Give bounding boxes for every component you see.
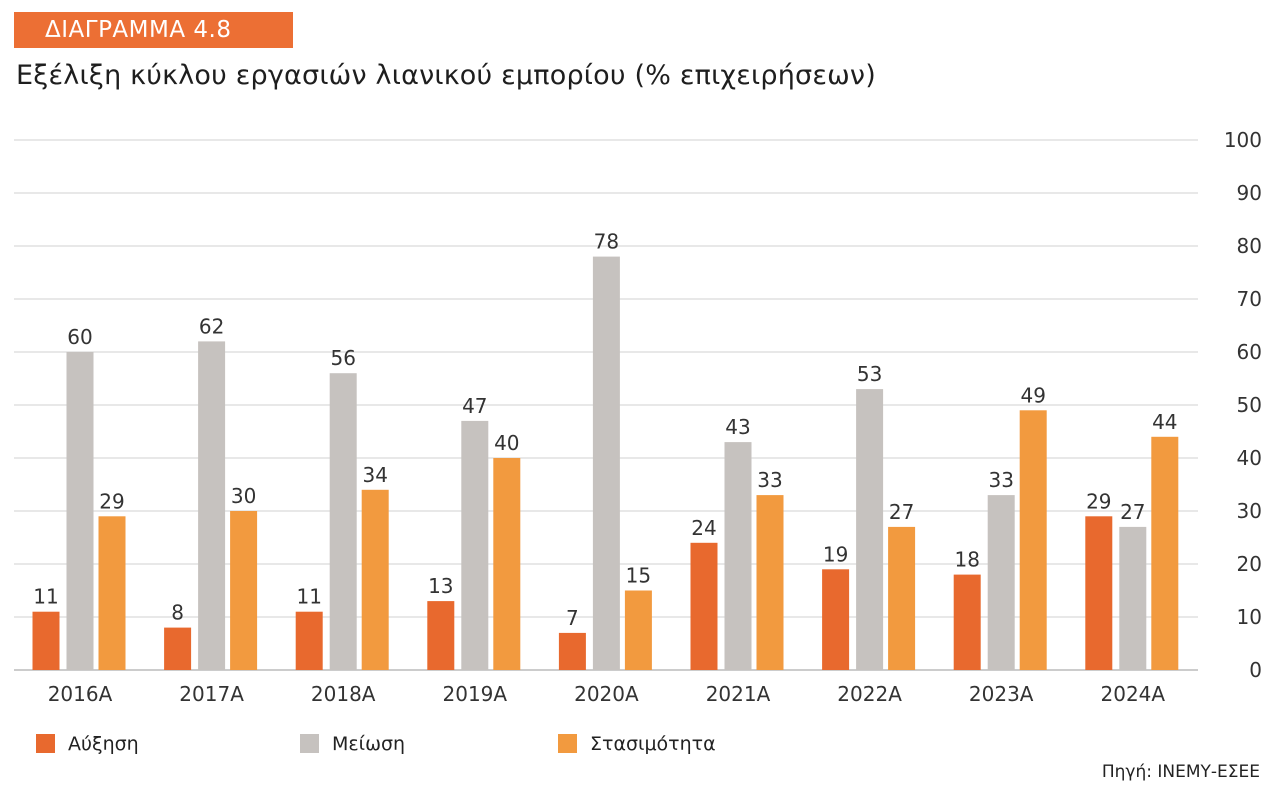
y-tick-label: 50: [1237, 393, 1262, 417]
data-label: 33: [757, 468, 782, 492]
source-note: Πηγή: ΙΝΕΜΥ-ΕΣΕΕ: [1101, 762, 1260, 782]
data-label: 40: [494, 431, 519, 455]
bar: [32, 611, 60, 670]
data-label: 11: [33, 585, 58, 609]
category-label: 2020Α: [574, 682, 639, 706]
y-tick-label: 40: [1237, 446, 1262, 470]
data-label: 7: [566, 606, 579, 630]
category-label: 2016Α: [48, 682, 113, 706]
data-label: 8: [171, 601, 184, 625]
legend-label-decrease: Μείωση: [332, 733, 406, 755]
data-label: 11: [296, 585, 321, 609]
bar: [822, 569, 850, 670]
bar: [1119, 526, 1147, 670]
y-tick-label: 30: [1237, 499, 1262, 523]
data-label: 19: [823, 542, 848, 566]
legend-swatch-decrease: [300, 734, 319, 753]
bar: [558, 632, 586, 670]
bar: [361, 489, 389, 670]
legend-label-stagnation: Στασιμότητα: [590, 733, 716, 755]
data-label: 30: [231, 484, 256, 508]
bar: [592, 256, 620, 670]
data-label: 56: [330, 346, 355, 370]
data-label: 29: [1086, 489, 1111, 513]
y-tick-label: 20: [1237, 552, 1262, 576]
bar: [888, 526, 916, 670]
y-tick-label: 80: [1237, 234, 1262, 258]
data-label: 29: [99, 489, 124, 513]
category-label: 2022Α: [837, 682, 902, 706]
category-label: 2024Α: [1101, 682, 1166, 706]
bar: [230, 511, 258, 670]
legend-label-increase: Αύξηση: [68, 733, 139, 755]
bar: [724, 442, 752, 670]
y-tick-label: 70: [1237, 287, 1262, 311]
chart-number-badge: ΔΙΑΓΡΑΜΜΑ 4.8: [14, 12, 293, 48]
bar: [624, 590, 652, 670]
category-label: 2021Α: [706, 682, 771, 706]
data-label: 60: [67, 325, 92, 349]
bar: [690, 542, 718, 670]
bar: [953, 574, 981, 670]
bar: [98, 516, 126, 670]
bar: [295, 611, 323, 670]
bar: [756, 495, 784, 670]
y-tick-label: 0: [1249, 658, 1262, 682]
data-label: 49: [1020, 383, 1045, 407]
y-tick-label: 100: [1224, 128, 1262, 152]
y-tick-label: 10: [1237, 605, 1262, 629]
bar: [164, 627, 192, 670]
bar: [493, 458, 521, 670]
data-label: 27: [1120, 500, 1145, 524]
legend-swatch-increase: [36, 734, 55, 753]
category-label: 2017Α: [179, 682, 244, 706]
bar: [987, 495, 1015, 670]
y-tick-label: 60: [1237, 340, 1262, 364]
bar: [329, 373, 357, 670]
y-tick-label: 90: [1237, 181, 1262, 205]
data-label: 43: [725, 415, 750, 439]
category-label: 2019Α: [443, 682, 508, 706]
bar: [461, 420, 489, 670]
data-label: 24: [691, 516, 716, 540]
data-label: 33: [988, 468, 1013, 492]
data-label: 47: [462, 394, 487, 418]
category-label: 2023Α: [969, 682, 1034, 706]
bar: [1019, 410, 1047, 670]
bar: [427, 601, 455, 670]
data-label: 34: [362, 463, 387, 487]
bar: [198, 341, 226, 670]
bar: [1151, 436, 1179, 670]
data-label: 78: [594, 230, 619, 254]
bar: [66, 352, 94, 670]
data-label: 53: [857, 362, 882, 386]
category-label: 2018Α: [311, 682, 376, 706]
chart-title: Εξέλιξη κύκλου εργασιών λιανικού εμπορίο…: [16, 60, 876, 91]
data-label: 15: [626, 564, 651, 588]
bar: [1085, 516, 1113, 670]
data-label: 62: [199, 314, 224, 338]
data-label: 27: [889, 500, 914, 524]
data-label: 13: [428, 574, 453, 598]
data-label: 18: [954, 548, 979, 572]
legend-swatch-stagnation: [558, 734, 577, 753]
data-label: 44: [1152, 410, 1177, 434]
bar: [856, 389, 884, 670]
